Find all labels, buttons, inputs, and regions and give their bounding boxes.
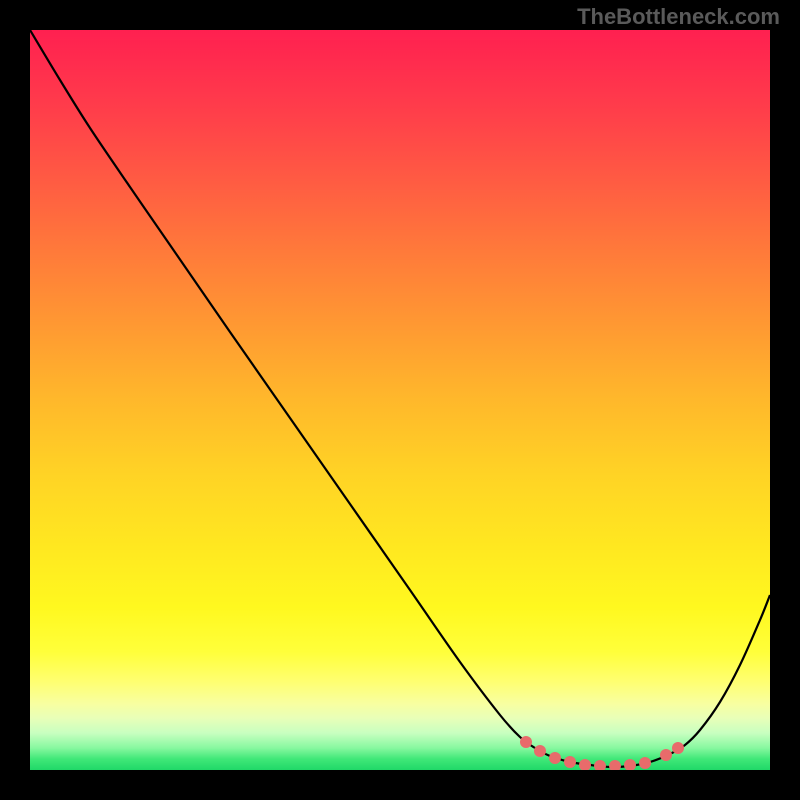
optimal-marker: [564, 756, 576, 768]
optimal-marker: [639, 757, 651, 769]
optimal-marker: [534, 745, 546, 757]
optimal-marker: [520, 736, 532, 748]
optimal-marker: [672, 742, 684, 754]
chart-plot-area: [30, 30, 770, 770]
optimal-marker: [660, 749, 672, 761]
chart-svg: [30, 30, 770, 770]
optimal-marker: [549, 752, 561, 764]
watermark-text: TheBottleneck.com: [577, 4, 780, 30]
chart-background: [30, 30, 770, 770]
